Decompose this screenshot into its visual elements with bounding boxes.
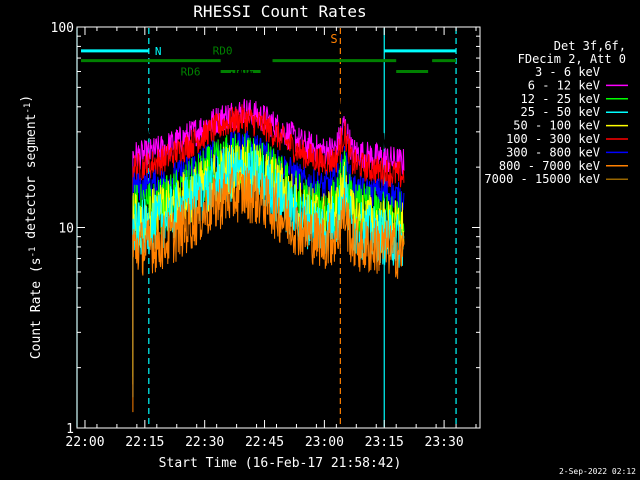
- y-axis: 1 10 100: [51, 21, 480, 437]
- legend-label: 50 - 100 keV: [513, 119, 600, 133]
- state-bar-label: RD6: [181, 65, 201, 78]
- legend-label: 6 - 12 keV: [528, 78, 600, 92]
- legend-label: 3 - 6 keV: [535, 65, 600, 79]
- legend-label: 800 - 7000 keV: [499, 159, 600, 173]
- x-axis: 22:00 22:15 22:30 22:45 23:00 23:15 23:30: [65, 27, 477, 450]
- y-axis-label: Count Rate (s-1 detector segment-1): [19, 95, 44, 359]
- y-tick-label: 1: [66, 422, 74, 437]
- plot-annotations: S N RD0 RD6: [76, 28, 457, 427]
- vline-label: S: [330, 32, 337, 46]
- y-tick-label: 100: [51, 21, 74, 36]
- state-bar-label: RD0: [213, 45, 233, 58]
- state-bar-label: N: [155, 45, 162, 58]
- x-tick-label: 23:00: [305, 435, 344, 450]
- legend-header-line-1: Det 3f,6f,: [554, 39, 626, 53]
- legend-label: 300 - 800 keV: [506, 145, 600, 159]
- x-tick-label: 22:00: [65, 435, 104, 450]
- series-line: [132, 67, 405, 297]
- x-tick-label: 22:45: [245, 435, 284, 450]
- footer-date: 2-Sep-2022 02:12: [559, 467, 636, 476]
- plot-series: [132, 67, 405, 413]
- legend-header-line-2: FDecim 2, Att 0: [518, 52, 626, 66]
- x-tick-label: 22:30: [185, 435, 224, 450]
- legend-label: 12 - 25 keV: [521, 92, 600, 106]
- x-tick-label: 23:15: [365, 435, 404, 450]
- series-line: [132, 104, 405, 333]
- legend-label: 7000 - 15000 keV: [484, 172, 600, 186]
- series-line: [132, 167, 405, 413]
- chart-title: RHESSI Count Rates: [193, 2, 366, 21]
- legend-label: 25 - 50 keV: [521, 105, 600, 119]
- y-tick-label: 10: [58, 222, 74, 237]
- x-tick-label: 23:30: [425, 435, 464, 450]
- series-group: [132, 67, 405, 413]
- series-line: [132, 140, 405, 385]
- legend-label: 100 - 300 keV: [506, 132, 600, 146]
- x-tick-label: 22:15: [125, 435, 164, 450]
- x-axis-label: Start Time (16-Feb-17 21:58:42): [159, 456, 402, 471]
